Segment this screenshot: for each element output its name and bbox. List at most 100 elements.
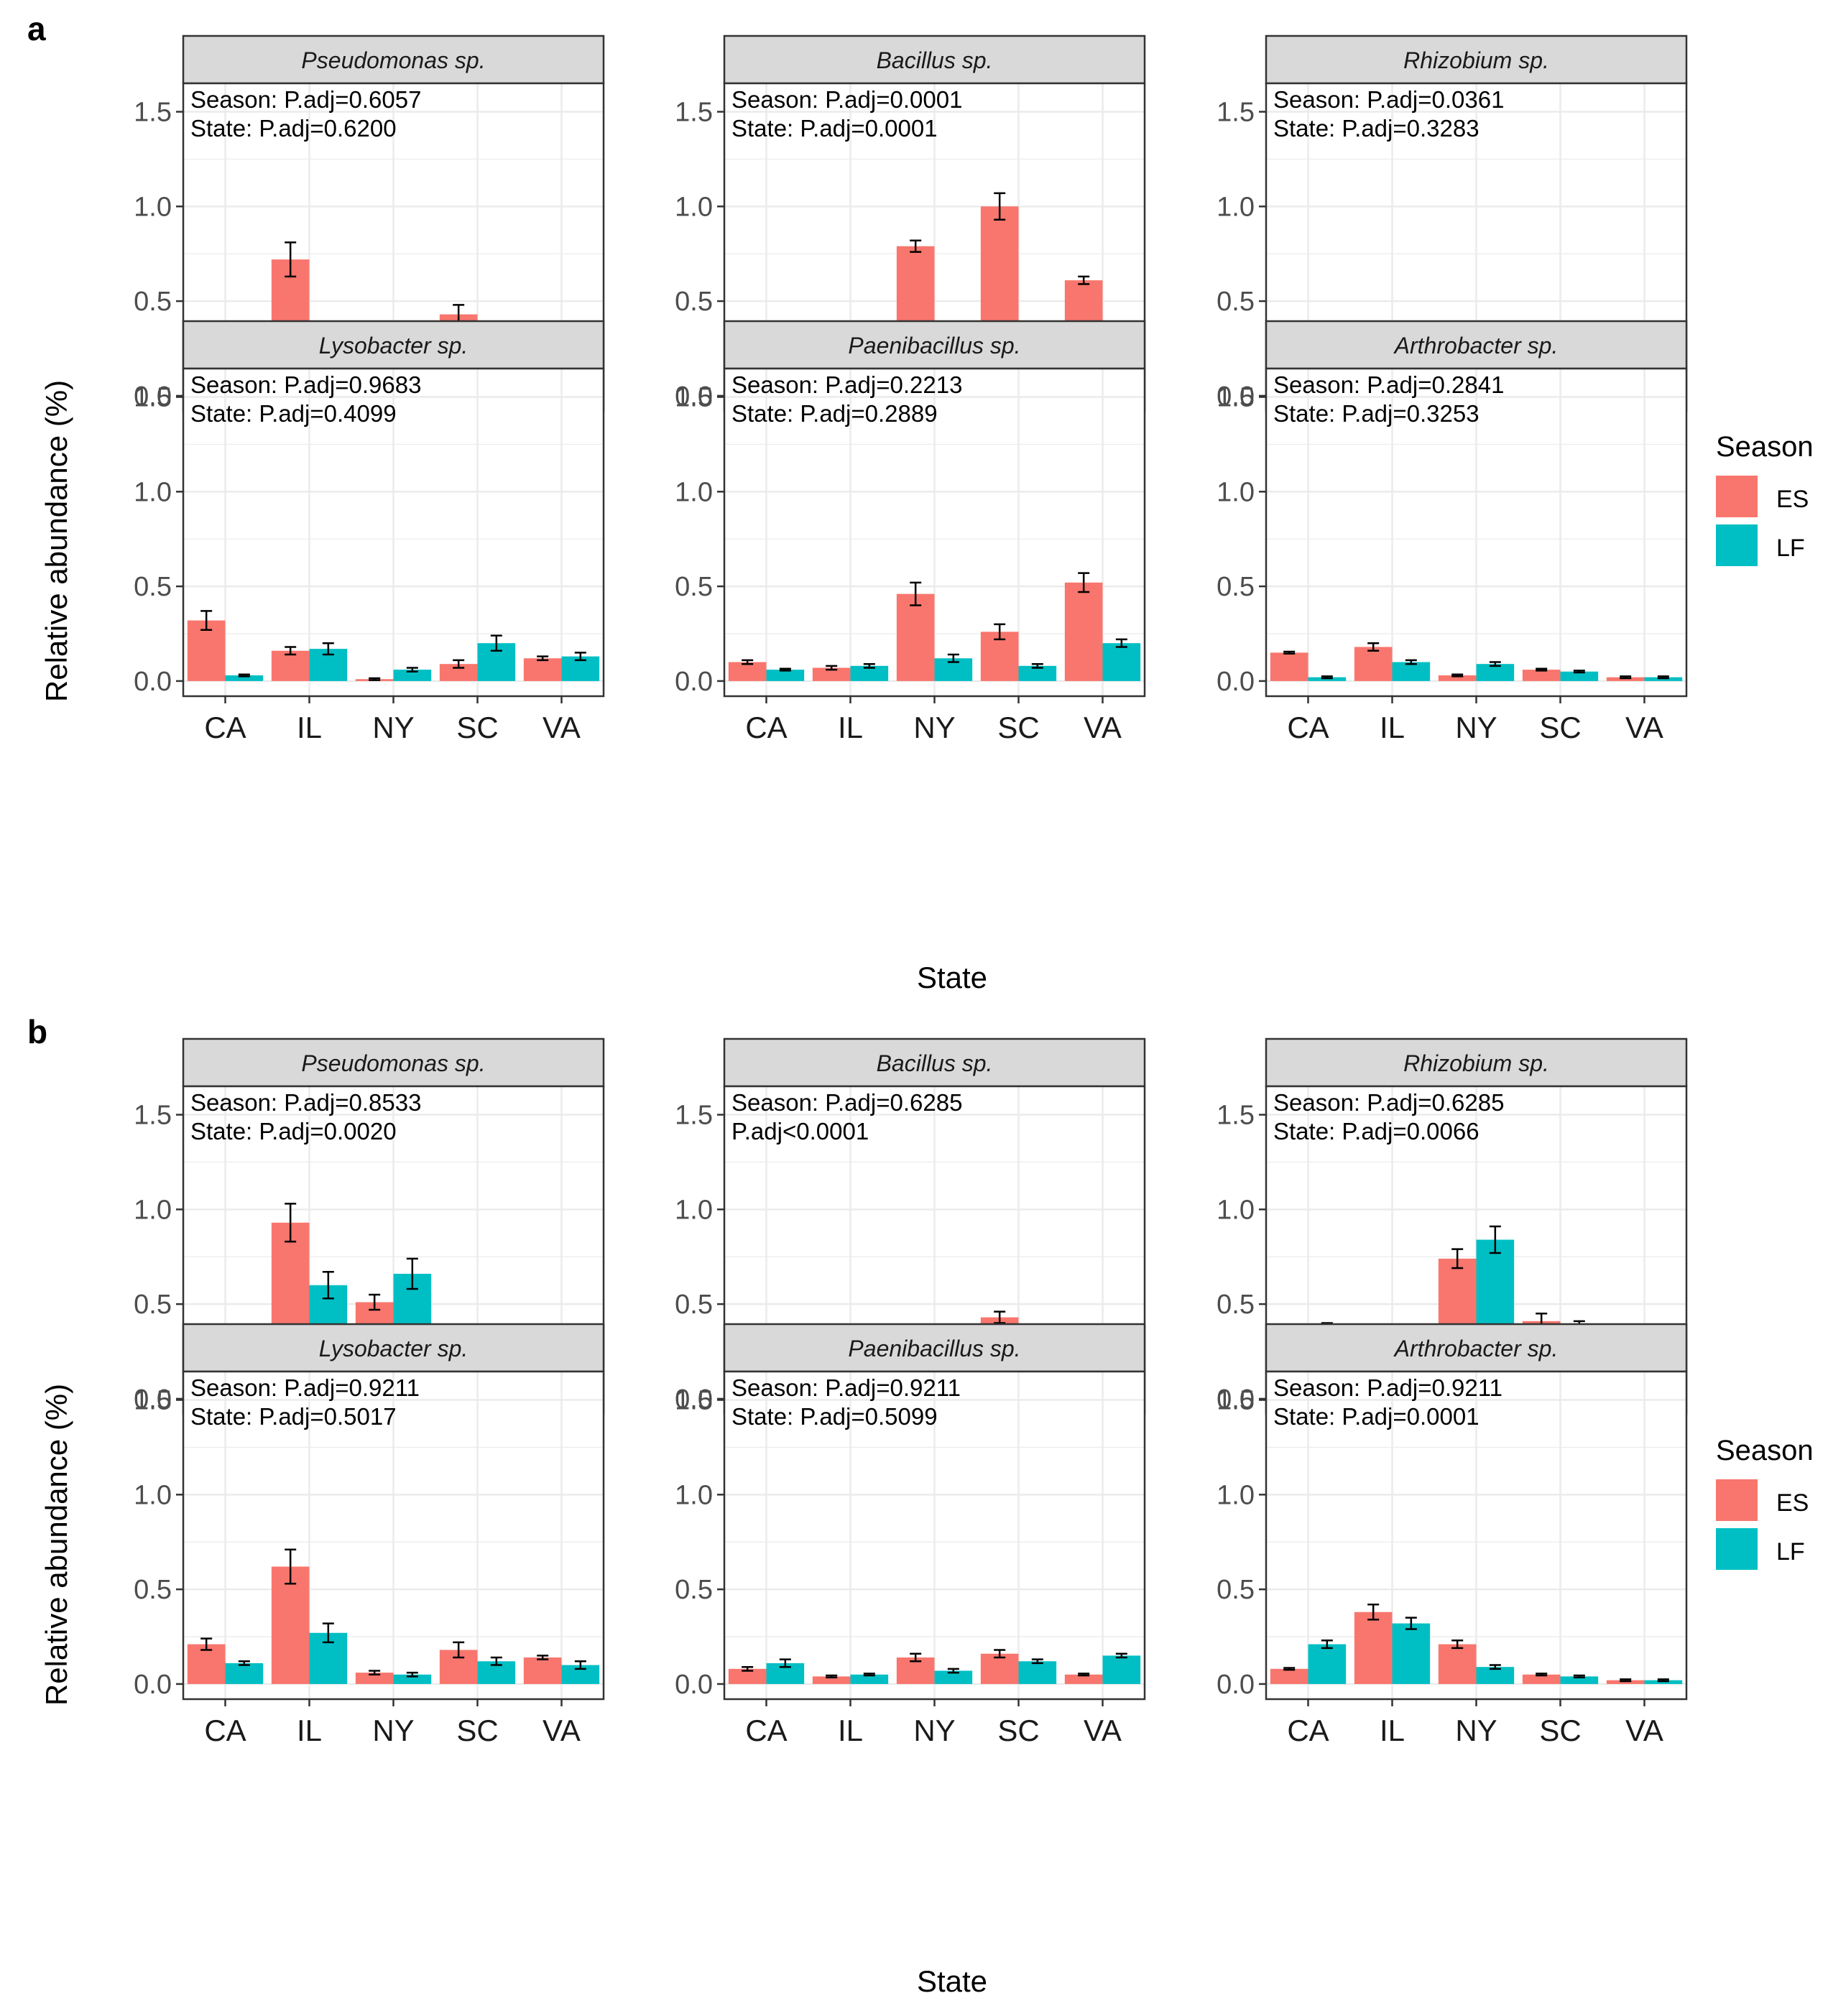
y-tick-label: 0.0 <box>1217 382 1255 412</box>
y-axis-title-b: Relative abundance (%) <box>40 1384 73 1706</box>
y-tick-label: 1.0 <box>1217 192 1255 222</box>
facet-strip <box>723 1037 1146 1088</box>
y-tick-label: 0.0 <box>1217 1384 1255 1415</box>
p-value-annotation: State: P.adj=0.0001 <box>731 115 938 142</box>
x-tick-label: CA <box>1287 711 1329 744</box>
y-tick-label: 1.5 <box>134 1386 172 1416</box>
y-tick-label: 0.5 <box>1217 572 1255 602</box>
p-value-annotation: State: P.adj=0.2889 <box>731 400 938 427</box>
facet-a-5: Arthrobacter sp. Season: P.adj=0.2841Stat… <box>1217 320 1688 744</box>
x-tick-label: VA <box>1084 1714 1122 1747</box>
x-tick-label: VA <box>543 711 581 744</box>
bar-lf-ny <box>393 670 432 681</box>
bar-es-ca <box>728 1668 767 1684</box>
x-tick-label: IL <box>1380 1714 1405 1747</box>
y-tick-label: 1.0 <box>134 192 172 222</box>
facet-title: Paenibacillus sp. <box>848 333 1020 359</box>
legend-label-es-a: ES <box>1776 486 1809 513</box>
p-value-annotation: Season: P.adj=0.2213 <box>731 371 962 398</box>
y-tick-label: 1.0 <box>134 477 172 507</box>
p-value-annotation: State: P.adj=0.4099 <box>190 400 397 427</box>
y-tick-label: 0.0 <box>134 382 172 412</box>
y-tick-label: 0.5 <box>1217 1575 1255 1605</box>
bar-es-ny <box>355 1673 394 1684</box>
facet-title: Arthrobacter sp. <box>1393 333 1559 359</box>
legend-label-es-b: ES <box>1776 1489 1809 1517</box>
y-tick-label: 0.5 <box>675 572 713 602</box>
bar-lf-sc <box>1018 665 1057 681</box>
bar-lf-ca <box>1308 677 1347 681</box>
p-value-annotation: State: P.adj=0.6200 <box>190 115 397 142</box>
y-tick-label: 1.5 <box>134 98 172 128</box>
facet-a-3: Lysobacter sp. Season: P.adj=0.9683State:… <box>134 320 605 744</box>
bar-lf-ca <box>1308 1644 1347 1684</box>
y-tick-label: 1.0 <box>675 1195 713 1225</box>
p-value-annotation: Season: P.adj=0.8533 <box>190 1089 421 1116</box>
bar-es-ny <box>896 593 935 681</box>
y-tick-label: 0.0 <box>134 1384 172 1415</box>
bar-es-va <box>1606 1680 1645 1684</box>
x-tick-label: VA <box>1625 711 1663 744</box>
bar-es-va <box>523 658 562 681</box>
y-tick-label: 1.5 <box>1217 1386 1255 1416</box>
facet-title: Pseudomonas sp. <box>301 47 485 73</box>
x-tick-label: SC <box>456 711 498 744</box>
y-axis-title-a: Relative abundance (%) <box>40 380 73 702</box>
y-tick-label: 0.5 <box>134 1290 172 1320</box>
y-tick-label: 1.5 <box>134 383 172 413</box>
p-value-annotation: State: P.adj=0.5017 <box>190 1403 397 1430</box>
x-tick-label: NY <box>372 711 414 744</box>
facet-strip <box>723 320 1146 370</box>
facet-strip <box>1265 1323 1688 1373</box>
x-axis-title-b: State <box>917 1964 987 1998</box>
bar-es-il <box>812 667 851 681</box>
y-tick-label: 0.0 <box>134 1670 172 1700</box>
p-value-annotation: Season: P.adj=0.9683 <box>190 371 421 398</box>
p-value-annotation: State: P.adj=0.3283 <box>1273 115 1480 142</box>
x-tick-label: VA <box>1625 1714 1663 1747</box>
legend-key-es-a <box>1716 476 1758 517</box>
bar-es-il <box>1354 1612 1393 1684</box>
bar-lf-sc <box>1560 671 1599 681</box>
x-tick-label: NY <box>1455 711 1497 744</box>
bar-lf-ny <box>934 1670 973 1684</box>
bar-lf-va <box>1644 1680 1683 1684</box>
bar-es-ca <box>187 1644 226 1684</box>
bar-es-sc <box>439 664 478 681</box>
y-tick-label: 0.5 <box>675 1575 713 1605</box>
x-tick-label: NY <box>913 711 955 744</box>
panel-label-b: b <box>27 1013 47 1050</box>
x-tick-label: IL <box>1380 711 1405 744</box>
x-tick-label: CA <box>745 1714 787 1747</box>
legend-a: Season ES LF <box>1716 431 1814 566</box>
bar-es-va <box>1606 677 1645 681</box>
p-value-annotation: State: P.adj=0.3253 <box>1273 400 1480 427</box>
p-value-annotation: Season: P.adj=0.9211 <box>1273 1374 1502 1401</box>
y-tick-label: 0.0 <box>675 1670 713 1700</box>
facet-a-4: Paenibacillus sp. Season: P.adj=0.2213Sta… <box>675 320 1146 744</box>
x-tick-label: SC <box>456 1714 498 1747</box>
facet-b-5: Arthrobacter sp. Season: P.adj=0.9211Stat… <box>1217 1323 1688 1747</box>
bar-lf-ca <box>766 670 805 681</box>
y-tick-label: 0.0 <box>675 382 713 412</box>
y-tick-label: 1.0 <box>675 1480 713 1510</box>
bar-es-il <box>1354 647 1393 681</box>
bar-es-ny <box>1438 675 1477 681</box>
y-tick-label: 0.5 <box>134 287 172 317</box>
p-value-annotation: Season: P.adj=0.6285 <box>731 1089 962 1116</box>
x-tick-label: IL <box>838 711 863 744</box>
bar-lf-il <box>850 1674 889 1684</box>
bar-lf-sc <box>1560 1676 1599 1684</box>
facet-panels: Pseudomonas sp.Season: P.adj=0.6057State… <box>134 34 1688 1747</box>
y-tick-label: 0.0 <box>675 1384 713 1415</box>
p-value-annotation: Season: P.adj=0.9211 <box>190 1374 420 1401</box>
facet-title: Bacillus sp. <box>877 1050 993 1076</box>
bar-es-il <box>812 1676 851 1684</box>
y-tick-label: 1.5 <box>675 383 713 413</box>
x-tick-label: IL <box>838 1714 863 1747</box>
p-value-annotation: Season: P.adj=0.9211 <box>731 1374 961 1401</box>
x-tick-label: VA <box>543 1714 581 1747</box>
bar-es-sc <box>980 1653 1019 1684</box>
y-tick-label: 0.5 <box>675 1290 713 1320</box>
